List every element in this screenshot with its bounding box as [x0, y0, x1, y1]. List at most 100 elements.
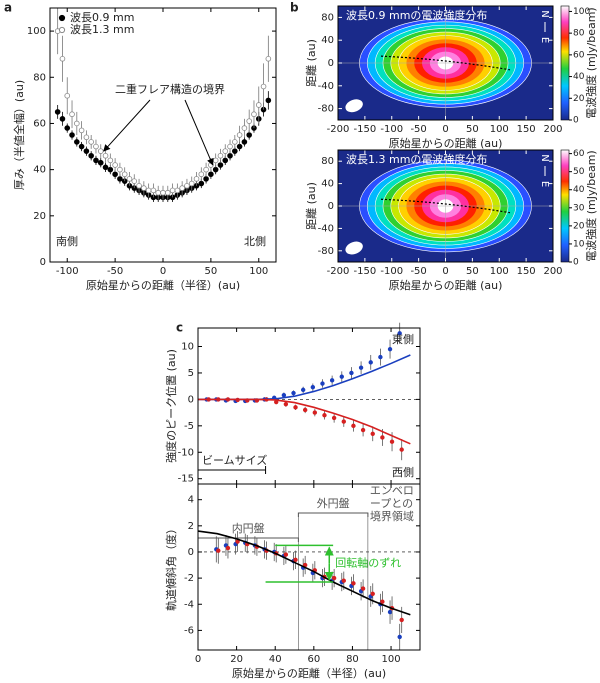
data-point [59, 55, 66, 62]
y-tick-label: 0 [328, 58, 334, 69]
data-point [155, 189, 162, 196]
x-tick-label: -150 [354, 124, 377, 135]
image [338, 6, 553, 120]
x-tick-label: 50 [466, 266, 479, 277]
data-point [265, 97, 272, 104]
x-axis-label: 原始星からの距離（半径）(au) [232, 666, 386, 680]
colorbar [560, 5, 570, 121]
data-point [380, 599, 385, 604]
y-tick-label: 0 [188, 547, 194, 558]
y-tick-label: 5 [188, 368, 194, 379]
beam [345, 241, 363, 255]
x-tick-label: 150 [517, 266, 536, 277]
data-point [69, 111, 75, 118]
x-tick-label: -200 [327, 266, 350, 277]
colorbar-tick-label: 0 [573, 116, 579, 126]
colorbar-label: 電波強度 (mJy/beam) [585, 7, 598, 118]
y-tick-label: 40 [33, 165, 46, 176]
data-point [360, 586, 366, 591]
data-point [246, 118, 252, 124]
data-point [83, 148, 90, 154]
colorbar-tick-label: 40 [573, 72, 585, 82]
x-tick-label: 150 [517, 124, 536, 135]
data-point [203, 176, 209, 182]
y-tick-label: -80 [318, 104, 334, 115]
y-axis-label: 距離 (au) [304, 182, 318, 230]
colorbar-tick-label: 80 [573, 29, 585, 39]
data-point [339, 374, 344, 379]
x-tick-label: -100 [380, 266, 403, 277]
data-point [360, 427, 366, 433]
data-point [74, 139, 80, 145]
data-point [74, 120, 80, 127]
data-point [188, 180, 195, 187]
data-point [112, 162, 118, 168]
compass: N [539, 10, 550, 17]
data-point [283, 552, 289, 557]
y-tick-label: 4 [188, 495, 194, 506]
data-point [232, 139, 238, 145]
data-point [260, 83, 267, 90]
data-point [246, 132, 252, 138]
x-tick-label: 100 [490, 124, 509, 135]
x-tick-label: -50 [107, 266, 123, 277]
x-tick-label: 20 [230, 654, 243, 665]
data-point [107, 166, 114, 173]
y-tick-label: 10 [181, 342, 194, 353]
data-point [236, 143, 243, 150]
compass: E [539, 37, 550, 43]
y-tick-label: 80 [321, 156, 334, 167]
data-point [341, 578, 346, 583]
y-tick-label: -2 [184, 573, 194, 584]
x-tick-label: 40 [269, 654, 282, 665]
data-point [131, 178, 138, 184]
data-point [102, 152, 109, 159]
y-axis-label: 軌道傾斜角（度） [164, 523, 178, 611]
y-tick-label: -4 [184, 599, 194, 610]
y-tick-label: 60 [33, 118, 46, 129]
colorbar-tick-label: 50 [573, 167, 585, 177]
data-point [283, 401, 289, 407]
legend-marker [58, 14, 66, 22]
annotation: 二重フレア構造の境界 [115, 82, 225, 96]
data-point [281, 392, 287, 398]
image-title: 波長1.3 mmの電波強度分布 [346, 153, 487, 166]
plot-frame [337, 5, 554, 121]
data-point [184, 183, 190, 189]
data-point [217, 162, 224, 168]
panel-label: a [4, 1, 12, 15]
annotation: ープとの [370, 497, 413, 510]
colorbar-label: 電波強度 (mJy/beam) [585, 150, 598, 261]
data-point [107, 157, 114, 164]
data-point [351, 423, 356, 429]
annotation: ビームサイズ [202, 453, 267, 467]
data-point [387, 609, 393, 615]
annotation: エンベロ [370, 484, 414, 497]
x-tick-label: -200 [327, 124, 350, 135]
data-point [97, 148, 104, 154]
x-axis-label: 原始星からの距離（半径）(au) [86, 278, 240, 292]
x-tick-label: 100 [249, 266, 268, 277]
plot-frame [337, 149, 554, 263]
data-point [150, 187, 157, 194]
data-point [370, 431, 375, 436]
data-point [351, 581, 356, 586]
beam [345, 99, 363, 113]
data-point [300, 387, 306, 393]
x-tick-label: 50 [466, 124, 479, 135]
y-tick-label: 0 [188, 394, 194, 405]
y-tick-label: 0 [40, 257, 46, 268]
data-point [169, 187, 176, 194]
data-point [320, 381, 325, 386]
y-tick-label: -80 [318, 246, 334, 257]
plot-frame [49, 7, 277, 263]
data-point [341, 419, 346, 424]
y-tick-label: -10 [178, 447, 194, 458]
x-tick-label: -50 [410, 124, 426, 135]
region-bracket [197, 537, 299, 542]
data-point [141, 185, 147, 191]
data-point [174, 187, 181, 194]
colorbar-tick-label: 30 [573, 203, 585, 213]
fit-line [198, 354, 411, 401]
